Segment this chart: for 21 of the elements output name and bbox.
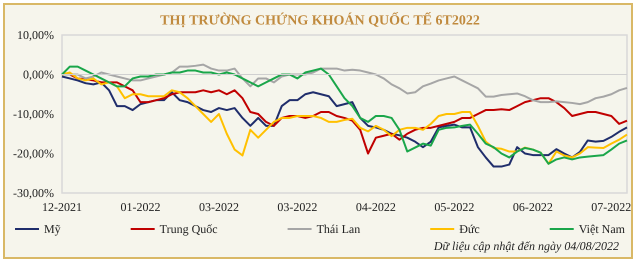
y-tick-label: -30,00% [13, 186, 54, 200]
x-tick-label: 12-2021 [42, 200, 82, 214]
x-tick-label: 07-2022 [591, 200, 632, 214]
x-tick-label: 03-2022 [198, 200, 239, 214]
legend-label: Mỹ [44, 222, 61, 236]
x-tick-label: 01-2022 [120, 200, 160, 214]
y-tick-label: -10,00% [13, 107, 54, 121]
x-tick-label: 03-2022 [277, 200, 318, 214]
x-tick-label: 06-2022 [512, 200, 553, 214]
legend-label: Thái Lan [316, 222, 360, 236]
chart-title: THỊ TRƯỜNG CHỨNG KHOÁN QUỐC TẾ 6T2022 [160, 12, 480, 28]
legend-label: Đức [459, 222, 480, 236]
x-tick-label: 04-2022 [356, 200, 396, 214]
line-series [61, 64, 628, 106]
y-tick-label: -20,00% [13, 146, 54, 160]
y-tick-label: 0,00% [23, 68, 54, 82]
x-tick-label: 05-2022 [434, 200, 474, 214]
legend-label: Trung Quốc [160, 222, 218, 236]
y-tick-label: 10,00% [17, 28, 54, 42]
text: Dữ liệu cập nhật đến ngày 04/08/2022 [434, 239, 619, 254]
legend-label: Việt Nam [578, 222, 626, 236]
